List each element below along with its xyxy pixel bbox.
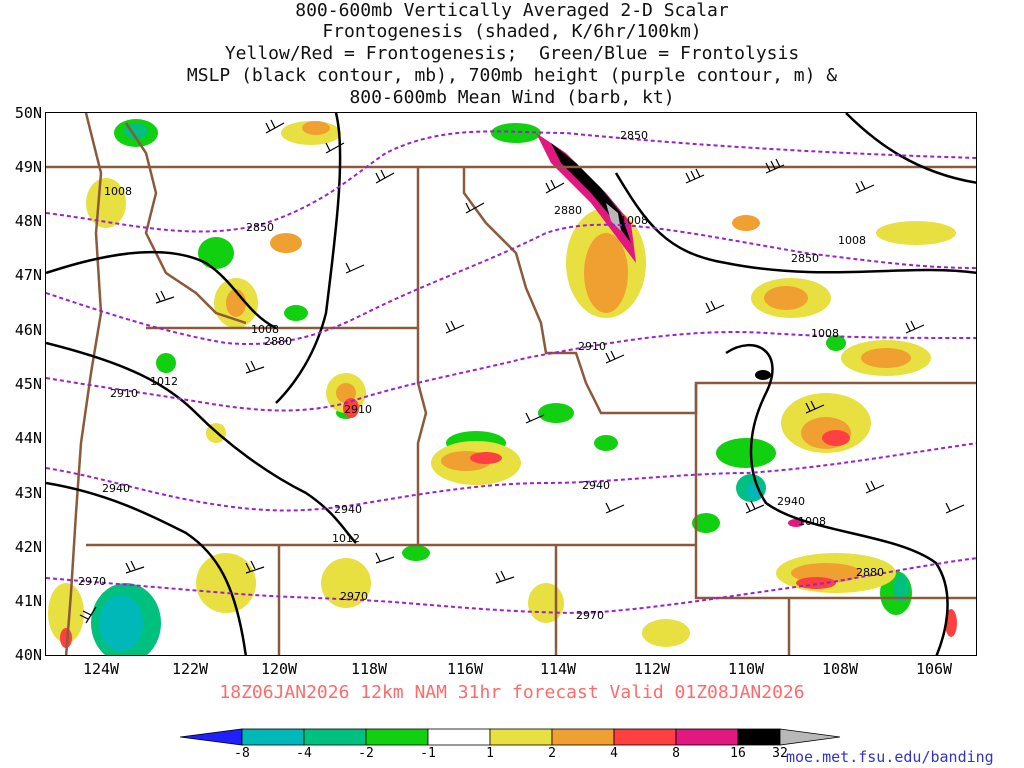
lat-label: 42N — [14, 538, 42, 556]
colorbar-label: -4 — [296, 746, 312, 761]
colorbar — [180, 728, 841, 746]
height-label: 2970 — [340, 590, 368, 603]
mslp-label: 1012 — [150, 375, 178, 388]
valid-time-text: 18Z06JAN2026 12km NAM 31hr forecast Vali… — [219, 682, 805, 703]
height-label: 2850 — [246, 221, 274, 234]
lon-label: 108W — [821, 660, 859, 678]
lat-label: 46N — [14, 321, 42, 339]
lat-label: 49N — [14, 158, 42, 176]
wind-barbs — [79, 119, 965, 624]
colorbar-segment — [675, 728, 739, 746]
lat-label: 48N — [14, 212, 42, 230]
lon-label: 124W — [82, 660, 120, 678]
mslp-label: 1008 — [798, 515, 826, 528]
colorbar-label: 16 — [730, 746, 746, 761]
height-label: 2880 — [554, 204, 582, 217]
credit-link[interactable]: moe.met.fsu.edu/banding — [786, 748, 994, 766]
lon-label: 116W — [446, 660, 484, 678]
height-contours — [46, 130, 976, 615]
lon-label: 112W — [633, 660, 671, 678]
mslp-contours — [46, 113, 976, 655]
map-canvas: 2850 2850 2880 2880 2910 2910 2940 2940 … — [46, 113, 976, 655]
height-label: 2880 — [856, 566, 884, 579]
frontogenesis-shading — [48, 119, 957, 655]
height-label: 2940 — [102, 482, 130, 495]
colorbar-segment — [365, 728, 429, 746]
colorbar-segment — [180, 728, 243, 746]
lon-label: 110W — [727, 660, 765, 678]
mslp-label: 1008 — [104, 185, 132, 198]
height-label: 2880 — [264, 335, 292, 348]
title-line-5: 800-600mb Mean Wind (barb, kt) — [349, 87, 675, 108]
mslp-label: 1012 — [332, 532, 360, 545]
mslp-label: 1008 — [811, 327, 839, 340]
height-label: 2940 — [582, 479, 610, 492]
colorbar-label: 2 — [548, 746, 556, 761]
title-line-4: MSLP (black contour, mb), 700mb height (… — [186, 65, 838, 86]
height-label: 2910 — [344, 403, 372, 416]
height-label: 2940 — [777, 495, 805, 508]
height-label: 2910 — [578, 340, 606, 353]
colorbar-label: -2 — [358, 746, 374, 761]
forecast-map: 2850 2850 2880 2880 2910 2910 2940 2940 … — [45, 112, 977, 656]
height-label: 2850 — [620, 129, 648, 142]
lat-label: 44N — [14, 429, 42, 447]
colorbar-label: -1 — [420, 746, 436, 761]
lat-label: 41N — [14, 592, 42, 610]
mslp-label: 1008 — [620, 214, 648, 227]
colorbar-label: 32 — [772, 746, 788, 761]
contour-labels: 2850 2850 2880 2880 2910 2910 2940 2940 … — [78, 129, 884, 622]
lon-label: 114W — [539, 660, 577, 678]
colorbar-segment — [779, 728, 841, 746]
height-label: 2970 — [78, 575, 106, 588]
lat-label: 47N — [14, 266, 42, 284]
colorbar-segment — [737, 728, 781, 746]
colorbar-label: 4 — [610, 746, 618, 761]
colorbar-segment — [241, 728, 305, 746]
colorbar-segment — [551, 728, 615, 746]
height-label: 2850 — [791, 252, 819, 265]
lat-label: 40N — [14, 646, 42, 664]
height-label: 2910 — [110, 387, 138, 400]
lat-label: 45N — [14, 375, 42, 393]
colorbar-label: 1 — [486, 746, 494, 761]
lon-label: 120W — [260, 660, 298, 678]
height-label: 2940 — [334, 503, 362, 516]
colorbar-segment — [489, 728, 553, 746]
title-line-1: 800-600mb Vertically Averaged 2-D Scalar — [295, 0, 729, 21]
colorbar-segment — [303, 728, 367, 746]
colorbar-segment — [427, 728, 491, 746]
height-label: 2970 — [576, 609, 604, 622]
lon-label: 122W — [171, 660, 209, 678]
mslp-label: 1008 — [838, 234, 866, 247]
colorbar-label: -8 — [234, 746, 250, 761]
lat-label: 43N — [14, 484, 42, 502]
colorbar-label: 8 — [672, 746, 680, 761]
lon-label: 118W — [350, 660, 388, 678]
title-line-3: Yellow/Red = Frontogenesis; Green/Blue =… — [224, 43, 800, 64]
lat-label: 50N — [14, 104, 42, 122]
lon-label: 106W — [915, 660, 953, 678]
colorbar-segment — [613, 728, 677, 746]
title-line-2: Frontogenesis (shaded, K/6hr/100km) — [322, 21, 702, 42]
mslp-label: 1008 — [251, 323, 279, 336]
